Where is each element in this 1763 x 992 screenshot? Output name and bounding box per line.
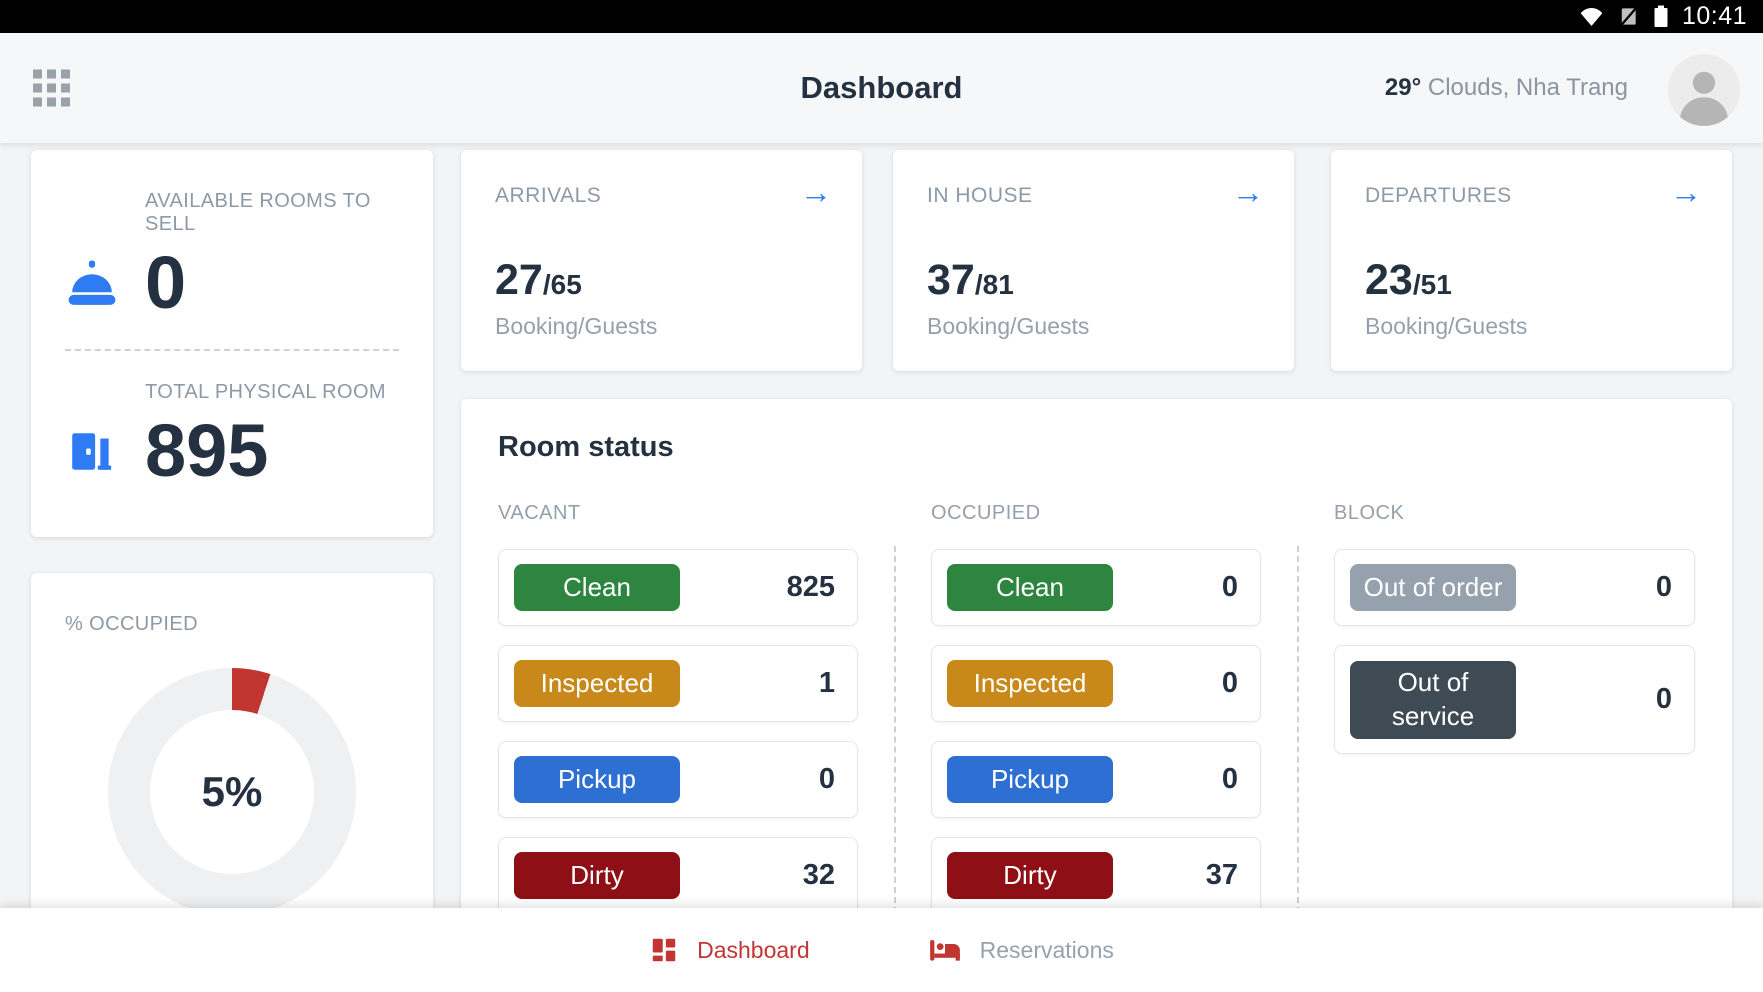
arrivals-total: /65 bbox=[542, 269, 582, 300]
nav-label-reservations: Reservations bbox=[979, 936, 1114, 963]
occupied-clean-count: 0 bbox=[1221, 571, 1238, 603]
no-signal-icon bbox=[1617, 5, 1640, 28]
rooms-stats-card: AVAILABLE ROOMS TO SELL 0 TOTAL PHYSICAL… bbox=[31, 150, 433, 537]
clock: 10:41 bbox=[1681, 2, 1747, 30]
apps-menu-icon[interactable] bbox=[33, 69, 70, 107]
divider bbox=[65, 348, 399, 351]
physical-rooms-block: TOTAL PHYSICAL ROOM 895 bbox=[65, 381, 399, 493]
occupied-inspected-row[interactable]: Inspected 0 bbox=[931, 645, 1261, 722]
departures-subtitle: Booking/Guests bbox=[1365, 313, 1528, 339]
arrow-right-icon[interactable]: → bbox=[800, 174, 832, 210]
block-column: BLOCK Out of order 0 Out of service 0 bbox=[1334, 502, 1695, 933]
in-house-total: /81 bbox=[974, 269, 1014, 300]
arrow-right-icon[interactable]: → bbox=[1670, 174, 1702, 210]
block-out-of-order-row[interactable]: Out of order 0 bbox=[1334, 549, 1695, 626]
inspected-chip: Inspected bbox=[514, 660, 680, 707]
occupied-label: OCCUPIED bbox=[931, 502, 1041, 524]
vacant-label: VACANT bbox=[498, 502, 581, 524]
out-of-order-chip: Out of order bbox=[1350, 564, 1516, 611]
door-icon bbox=[65, 423, 119, 479]
nav-label-dashboard: Dashboard bbox=[697, 936, 810, 963]
out-of-service-count: 0 bbox=[1655, 683, 1672, 715]
arrivals-subtitle: Booking/Guests bbox=[495, 313, 658, 339]
vacant-column: VACANT Clean 825 Inspected 1 Pickup 0 Di… bbox=[498, 502, 858, 933]
vacant-dirty-count: 32 bbox=[802, 859, 835, 891]
out-of-service-chip: Out of service bbox=[1350, 660, 1516, 739]
vacant-clean-row[interactable]: Clean 825 bbox=[498, 549, 858, 626]
bottom-nav: Dashboard Reservations bbox=[0, 908, 1763, 992]
available-rooms-block: AVAILABLE ROOMS TO SELL 0 bbox=[65, 190, 399, 325]
occupancy-donut-chart: 5% bbox=[108, 668, 356, 916]
weather-temp: 29° bbox=[1384, 74, 1422, 101]
in-house-count: 37 bbox=[927, 256, 975, 304]
battery-icon bbox=[1653, 4, 1669, 29]
column-divider bbox=[893, 546, 896, 913]
vacant-pickup-row[interactable]: Pickup 0 bbox=[498, 741, 858, 818]
inspected-chip: Inspected bbox=[947, 660, 1113, 707]
vacant-inspected-count: 1 bbox=[818, 667, 835, 699]
block-out-of-service-row[interactable]: Out of service 0 bbox=[1334, 645, 1695, 754]
clean-chip: Clean bbox=[514, 564, 680, 611]
occupied-column: OCCUPIED Clean 0 Inspected 0 Pickup 0 Di… bbox=[931, 502, 1261, 933]
avatar[interactable] bbox=[1668, 54, 1740, 126]
departures-total: /51 bbox=[1412, 269, 1452, 300]
arrivals-card[interactable]: ARRIVALS → 27 /65 Booking/Guests bbox=[461, 150, 862, 371]
physical-rooms-value: 895 bbox=[145, 408, 269, 492]
vacant-clean-count: 825 bbox=[786, 571, 835, 603]
vacant-inspected-row[interactable]: Inspected 1 bbox=[498, 645, 858, 722]
occupied-dirty-count: 37 bbox=[1205, 859, 1238, 891]
weather-info: 29° Clouds, Nha Trang bbox=[1385, 74, 1628, 102]
page-title: Dashboard bbox=[800, 70, 963, 105]
room-status-title: Room status bbox=[498, 431, 674, 463]
departures-label: DEPARTURES bbox=[1365, 184, 1512, 207]
dashboard-icon bbox=[649, 935, 679, 965]
pickup-chip: Pickup bbox=[947, 756, 1113, 803]
nav-item-dashboard[interactable]: Dashboard bbox=[649, 935, 810, 965]
arrivals-label: ARRIVALS bbox=[495, 184, 602, 207]
departures-count: 23 bbox=[1365, 256, 1413, 304]
dirty-chip: Dirty bbox=[514, 852, 680, 899]
occupied-pickup-count: 0 bbox=[1221, 763, 1238, 795]
in-house-label: IN HOUSE bbox=[927, 184, 1033, 207]
wifi-icon bbox=[1579, 6, 1604, 28]
in-house-subtitle: Booking/Guests bbox=[927, 313, 1090, 339]
app-header: Dashboard 29° Clouds, Nha Trang bbox=[0, 33, 1763, 143]
column-divider bbox=[1296, 546, 1299, 913]
occupied-clean-row[interactable]: Clean 0 bbox=[931, 549, 1261, 626]
occupied-label: % OCCUPIED bbox=[65, 613, 198, 635]
available-rooms-value: 0 bbox=[145, 241, 187, 324]
vacant-dirty-row[interactable]: Dirty 32 bbox=[498, 837, 858, 914]
block-label: BLOCK bbox=[1334, 502, 1405, 524]
weather-desc: Clouds, Nha Trang bbox=[1421, 74, 1628, 101]
departures-card[interactable]: DEPARTURES → 23 /51 Booking/Guests bbox=[1331, 150, 1732, 371]
occupancy-percent: 5% bbox=[201, 768, 263, 815]
status-bar: 10:41 bbox=[0, 0, 1763, 33]
arrivals-count: 27 bbox=[495, 256, 543, 304]
nav-item-reservations[interactable]: Reservations bbox=[928, 935, 1114, 965]
bed-icon bbox=[928, 935, 962, 965]
in-house-card[interactable]: IN HOUSE → 37 /81 Booking/Guests bbox=[893, 150, 1294, 371]
pickup-chip: Pickup bbox=[514, 756, 680, 803]
available-rooms-label: AVAILABLE ROOMS TO SELL bbox=[145, 190, 371, 235]
arrow-right-icon[interactable]: → bbox=[1232, 174, 1264, 210]
clean-chip: Clean bbox=[947, 564, 1113, 611]
room-status-card: Room status VACANT Clean 825 Inspected 1… bbox=[461, 399, 1732, 992]
occupied-dirty-row[interactable]: Dirty 37 bbox=[931, 837, 1261, 914]
occupied-pickup-row[interactable]: Pickup 0 bbox=[931, 741, 1261, 818]
out-of-order-count: 0 bbox=[1655, 571, 1672, 603]
physical-rooms-label: TOTAL PHYSICAL ROOM bbox=[145, 380, 386, 403]
service-bell-icon bbox=[65, 259, 119, 307]
dirty-chip: Dirty bbox=[947, 852, 1113, 899]
vacant-pickup-count: 0 bbox=[818, 763, 835, 795]
occupied-inspected-count: 0 bbox=[1221, 667, 1238, 699]
